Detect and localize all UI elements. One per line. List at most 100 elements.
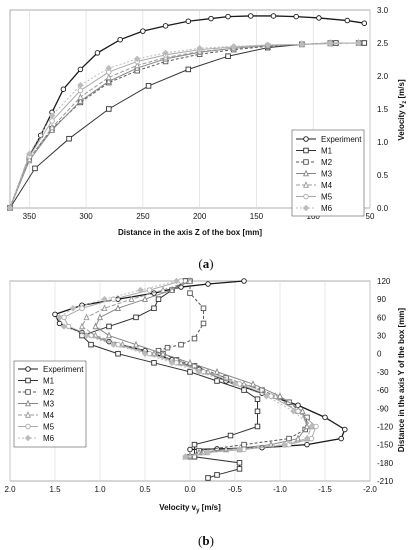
data-point bbox=[298, 41, 306, 48]
chart-b: 2.0 1.5 1.0 0.5 0.0 -0.5 -1.0 -1.5 -2.0 120 90 60 3… bbox=[4, 277, 406, 514]
y-tick-label: 3.0 bbox=[377, 6, 389, 15]
legend-label: M6 bbox=[321, 204, 333, 213]
legend-label: M6 bbox=[43, 434, 55, 443]
data-point bbox=[133, 314, 139, 321]
data-point bbox=[162, 49, 169, 57]
data-point bbox=[204, 449, 212, 456]
data-point bbox=[200, 305, 207, 312]
data-point bbox=[304, 441, 310, 448]
legend-item: M1 bbox=[18, 377, 55, 386]
data-point bbox=[69, 305, 77, 312]
data-point bbox=[200, 320, 207, 327]
x-tick-label: 50 bbox=[366, 212, 375, 221]
legend-item: M3 bbox=[296, 170, 333, 179]
series-line bbox=[157, 281, 308, 458]
data-point bbox=[6, 204, 14, 212]
data-point bbox=[263, 392, 270, 400]
data-point bbox=[134, 61, 141, 69]
data-point bbox=[187, 277, 193, 284]
y-tick-label: -180 bbox=[377, 459, 394, 468]
legend-item: Experiment bbox=[296, 135, 362, 144]
chart-a-x-ticks: 350 300 250 200 150 100 50 bbox=[23, 212, 375, 221]
x-tick-label: -1.0 bbox=[273, 485, 287, 494]
y-tick-label: 0.0 bbox=[377, 204, 389, 213]
data-point bbox=[160, 286, 166, 293]
data-point bbox=[338, 435, 344, 442]
data-point bbox=[241, 387, 247, 393]
data-point bbox=[214, 472, 220, 478]
data-point bbox=[60, 86, 67, 92]
chart-a-y-axis-label: Velocity vz [m/s] bbox=[397, 79, 408, 141]
data-point bbox=[254, 408, 261, 415]
data-point bbox=[94, 50, 101, 56]
legend-item: M3 bbox=[18, 400, 55, 409]
data-point bbox=[106, 331, 112, 339]
data-point bbox=[322, 414, 328, 421]
data-point bbox=[236, 460, 243, 466]
y-tick-label: 2.5 bbox=[377, 39, 389, 48]
legend-marker bbox=[25, 411, 31, 418]
data-point bbox=[241, 278, 247, 284]
data-point bbox=[106, 323, 112, 330]
data-point bbox=[83, 313, 90, 321]
y-tick-label: 1.0 bbox=[377, 138, 389, 147]
data-point bbox=[142, 295, 148, 302]
legend-marker bbox=[25, 366, 31, 372]
data-point bbox=[205, 281, 211, 287]
caption-a: (a) bbox=[198, 256, 213, 271]
legend-marker bbox=[303, 181, 309, 188]
data-point bbox=[299, 407, 306, 415]
data-point bbox=[66, 135, 72, 142]
data-point bbox=[49, 123, 56, 131]
legend-marker bbox=[25, 377, 31, 384]
data-point bbox=[304, 422, 310, 430]
data-point bbox=[254, 423, 261, 430]
data-point bbox=[230, 43, 237, 50]
data-point bbox=[169, 286, 175, 293]
chart-b-legend: Experiment M1 M2 M3 M4 M5 M6 bbox=[18, 365, 84, 443]
x-tick-label: 0.5 bbox=[139, 485, 151, 494]
data-point bbox=[110, 341, 117, 348]
x-tick-label: -1.5 bbox=[318, 485, 332, 494]
legend-item: M4 bbox=[296, 181, 333, 190]
data-point bbox=[248, 13, 254, 19]
data-point bbox=[327, 40, 334, 47]
series-line bbox=[94, 280, 308, 457]
data-point bbox=[32, 165, 38, 172]
caption-b: (b) bbox=[198, 533, 214, 548]
chart-b-series bbox=[52, 277, 348, 481]
data-point bbox=[77, 97, 84, 104]
y-tick-label: 2.0 bbox=[377, 72, 389, 81]
data-point bbox=[191, 363, 198, 369]
data-point bbox=[187, 290, 193, 296]
y-tick-label: 120 bbox=[377, 277, 391, 286]
legend-label: M1 bbox=[43, 377, 55, 386]
data-point bbox=[205, 475, 211, 481]
data-point bbox=[308, 423, 315, 430]
data-point bbox=[277, 392, 283, 399]
data-point bbox=[83, 332, 90, 339]
x-tick-label: 1.0 bbox=[94, 485, 106, 494]
legend-marker bbox=[303, 147, 309, 154]
legend-item: M5 bbox=[18, 423, 55, 432]
y-tick-label: -120 bbox=[377, 422, 394, 431]
y-tick-label: -30 bbox=[377, 368, 389, 377]
legend-label: M1 bbox=[321, 147, 333, 156]
legend-marker bbox=[24, 434, 32, 442]
data-point bbox=[146, 287, 153, 293]
data-point bbox=[214, 378, 220, 384]
legend-item: M6 bbox=[18, 434, 55, 443]
legend-marker bbox=[303, 159, 309, 165]
data-point bbox=[361, 40, 368, 46]
data-point bbox=[236, 446, 243, 453]
legend-item: Experiment bbox=[18, 365, 84, 374]
legend-label: M3 bbox=[321, 170, 333, 179]
chart-a-x-axis-label: Distance in the axis Z of the box [mm] bbox=[118, 228, 262, 237]
data-point bbox=[77, 66, 84, 73]
data-point bbox=[92, 322, 99, 330]
data-point bbox=[79, 322, 85, 330]
data-point bbox=[164, 344, 171, 351]
legend-item: M5 bbox=[296, 193, 333, 202]
x-tick-label: 150 bbox=[250, 212, 264, 221]
series-m1 bbox=[79, 278, 261, 481]
